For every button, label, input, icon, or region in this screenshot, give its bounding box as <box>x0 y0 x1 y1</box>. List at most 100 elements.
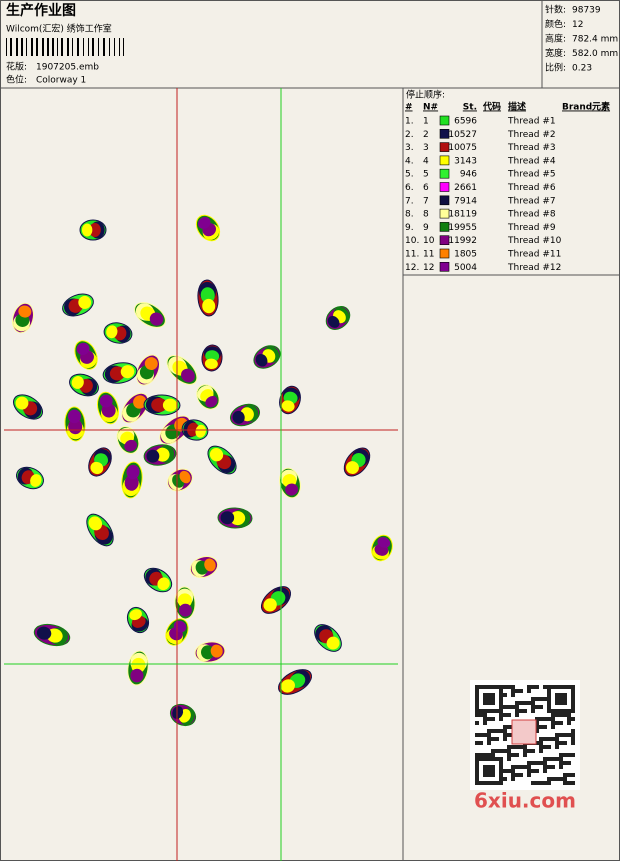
motif-part <box>285 483 299 496</box>
row-n: 9 <box>423 223 429 233</box>
motif-part <box>177 593 192 608</box>
motif <box>201 344 223 372</box>
qr-cell <box>535 729 539 733</box>
motif-part <box>157 577 170 591</box>
qr-cell <box>523 753 527 757</box>
qr-cell <box>547 777 551 781</box>
qr-cell <box>555 721 559 725</box>
motif-part <box>198 217 211 229</box>
motif <box>102 362 138 384</box>
motif-part <box>149 312 164 326</box>
row-index: 7. <box>405 196 414 206</box>
motif <box>343 447 371 477</box>
qr-cell <box>491 701 495 705</box>
qr-cell <box>555 777 559 781</box>
qr-cell <box>539 749 543 753</box>
qr-cell <box>571 717 575 721</box>
qr-cell <box>519 689 523 693</box>
qr-cell <box>539 745 543 749</box>
qr-cell <box>495 757 499 761</box>
motif-part <box>129 609 142 621</box>
motif-part <box>280 679 295 693</box>
qr-cell <box>571 693 575 697</box>
qr-cell <box>563 693 567 697</box>
motif <box>126 606 150 634</box>
qr-cell <box>483 781 487 785</box>
qr-cell <box>559 777 563 781</box>
stat-value: 582.0 mm <box>572 49 618 59</box>
motif <box>174 586 196 620</box>
qr-cell <box>523 709 527 713</box>
bar <box>67 38 69 56</box>
qr-cell <box>483 765 487 769</box>
title: 生产作业图 <box>6 2 76 19</box>
motif-part <box>146 449 160 463</box>
motif <box>13 394 43 420</box>
qr-cell <box>519 701 523 705</box>
colorway-label: 色位: <box>6 74 27 86</box>
motif <box>229 403 261 427</box>
qr-cell <box>559 761 563 765</box>
qr-cell <box>507 757 511 761</box>
qr-cell <box>511 685 515 689</box>
motif-part <box>327 315 340 328</box>
qr-cell <box>491 769 495 773</box>
qr-cell <box>491 737 495 741</box>
qr-cell <box>495 781 499 785</box>
qr-cell <box>507 749 511 753</box>
qr-cell <box>547 757 551 761</box>
qr-cell <box>487 709 491 713</box>
qr-cell <box>539 761 543 765</box>
qr-cell <box>571 773 575 777</box>
qr-cell <box>503 729 507 733</box>
qr-cell <box>563 733 567 737</box>
column-header: 代码 <box>482 101 501 113</box>
qr-cell <box>535 769 539 773</box>
motif-part <box>326 636 340 650</box>
motif-part <box>130 668 144 683</box>
motif <box>116 426 140 454</box>
qr-cell <box>523 765 527 769</box>
qr-cell <box>487 753 491 757</box>
bar <box>92 38 94 56</box>
qr-cell <box>487 717 491 721</box>
row-n: 3 <box>423 143 429 153</box>
qr-cell <box>499 773 503 777</box>
qr-cell <box>475 721 479 725</box>
qr-cell <box>523 749 527 753</box>
qr-cell <box>547 737 551 741</box>
column-header: 描述 <box>508 101 526 113</box>
qr-cell <box>531 697 535 701</box>
thread-desc: Thread #9 <box>507 223 556 233</box>
stat-label: 比例: <box>545 62 566 74</box>
qr-cell <box>495 749 499 753</box>
thread-desc: Thread #5 <box>507 170 556 180</box>
bar <box>72 38 73 56</box>
qr-cell <box>511 769 515 773</box>
motif-part <box>89 223 101 237</box>
qr-cell <box>523 701 527 705</box>
qr-cell <box>475 781 479 785</box>
stat-value: 98739 <box>572 6 601 16</box>
qr-cell <box>491 781 495 785</box>
stitch-count: 10527 <box>448 130 477 140</box>
motif-part <box>99 394 113 408</box>
qr-cell <box>487 765 491 769</box>
qr-cell <box>491 685 495 689</box>
qr-cell <box>551 717 555 721</box>
qr-cell <box>531 709 535 713</box>
qr-cell <box>571 737 575 741</box>
qr-cell <box>571 709 575 713</box>
qr-cell <box>555 685 559 689</box>
swatch <box>439 222 450 232</box>
qr-cell <box>483 693 487 697</box>
swatch <box>439 195 450 206</box>
qr-cell <box>515 773 519 777</box>
motif <box>143 394 181 416</box>
bar <box>10 38 12 56</box>
motif-part <box>67 409 81 424</box>
qr-cell <box>539 781 543 785</box>
qr-cell <box>499 761 503 765</box>
qr-cell <box>535 697 539 701</box>
swatch <box>439 248 450 259</box>
